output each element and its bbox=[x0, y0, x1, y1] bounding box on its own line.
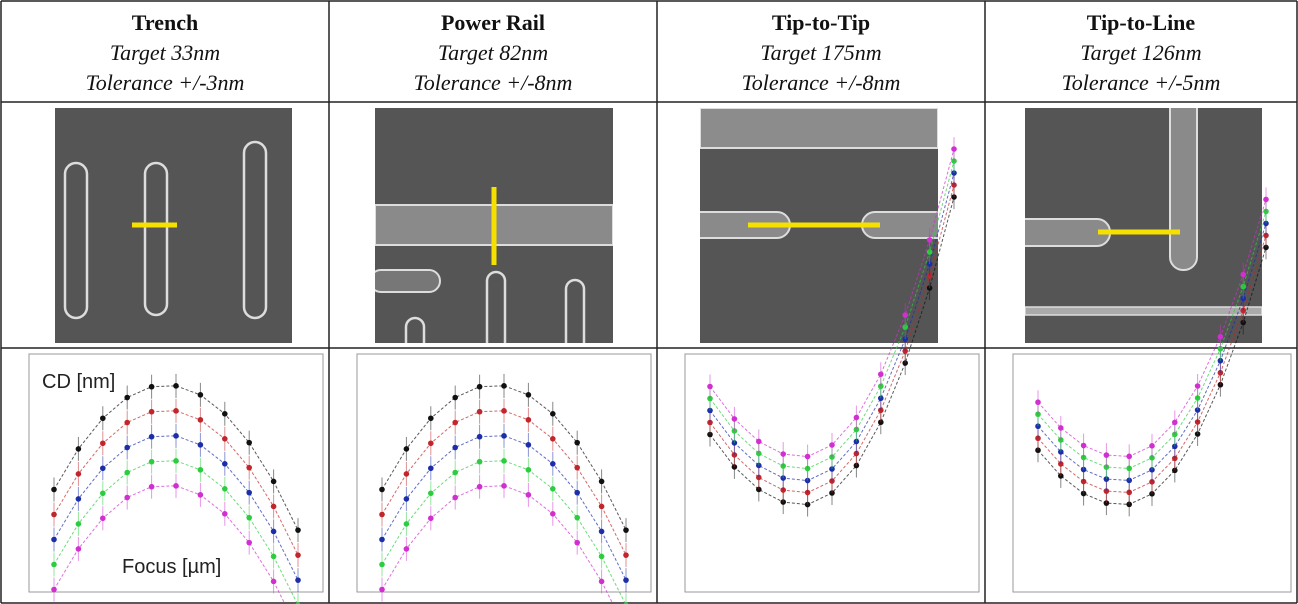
column-title: Tip-to-Tip bbox=[772, 10, 870, 35]
sem-image bbox=[700, 108, 938, 343]
data-point bbox=[902, 324, 908, 330]
sem-feature bbox=[242, 140, 268, 320]
tolerance: Tolerance +/-3nm bbox=[86, 70, 245, 95]
data-point bbox=[501, 433, 507, 439]
data-point bbox=[501, 408, 507, 414]
data-point bbox=[173, 408, 179, 414]
data-point bbox=[173, 383, 179, 389]
sem-feature bbox=[700, 108, 938, 149]
tolerance: Tolerance +/-8nm bbox=[742, 70, 901, 95]
data-point bbox=[902, 348, 908, 354]
sem-image bbox=[375, 108, 613, 343]
sem-feature bbox=[63, 161, 89, 320]
data-point bbox=[173, 483, 179, 489]
data-point bbox=[878, 371, 884, 378]
sem-feature bbox=[564, 278, 586, 343]
data-point bbox=[501, 483, 507, 489]
target: Target 175nm bbox=[760, 40, 881, 65]
data-point bbox=[623, 552, 629, 558]
target: Target 82nm bbox=[438, 40, 548, 65]
fit-curve bbox=[1037, 199, 1267, 457]
data-point bbox=[623, 577, 629, 583]
data-point bbox=[173, 458, 179, 464]
data-point bbox=[951, 146, 957, 152]
sem-feature bbox=[143, 161, 169, 317]
data-point bbox=[902, 336, 908, 342]
y-axis-label: CD [nm] bbox=[42, 371, 115, 393]
sem-feature bbox=[404, 316, 426, 343]
x-axis-label: Focus [µm] bbox=[122, 556, 221, 578]
column-title: Tip-to-Line bbox=[1087, 10, 1196, 35]
sem-content bbox=[700, 108, 938, 343]
data-point bbox=[173, 433, 179, 439]
column-title: Trench bbox=[132, 10, 198, 35]
data-point bbox=[295, 552, 301, 558]
data-point bbox=[501, 458, 507, 464]
sem-image bbox=[55, 108, 292, 343]
data-point bbox=[902, 312, 908, 318]
column-title: Power Rail bbox=[441, 10, 545, 35]
sem-image bbox=[1025, 108, 1262, 343]
target: Target 126nm bbox=[1080, 40, 1201, 65]
data-point bbox=[902, 360, 908, 366]
sem-feature bbox=[1169, 108, 1198, 271]
data-point bbox=[295, 577, 301, 583]
data-point bbox=[623, 527, 629, 533]
tolerance: Tolerance +/-8nm bbox=[414, 70, 573, 95]
data-point bbox=[295, 527, 301, 533]
fit-curve bbox=[709, 148, 955, 458]
tolerance: Tolerance +/-5nm bbox=[1062, 70, 1221, 95]
sem-feature bbox=[375, 269, 441, 293]
sem-feature bbox=[485, 270, 507, 343]
sem-feature bbox=[1025, 306, 1262, 316]
sem-content bbox=[1025, 108, 1262, 343]
data-point bbox=[501, 383, 507, 389]
target: Target 33nm bbox=[110, 40, 220, 65]
